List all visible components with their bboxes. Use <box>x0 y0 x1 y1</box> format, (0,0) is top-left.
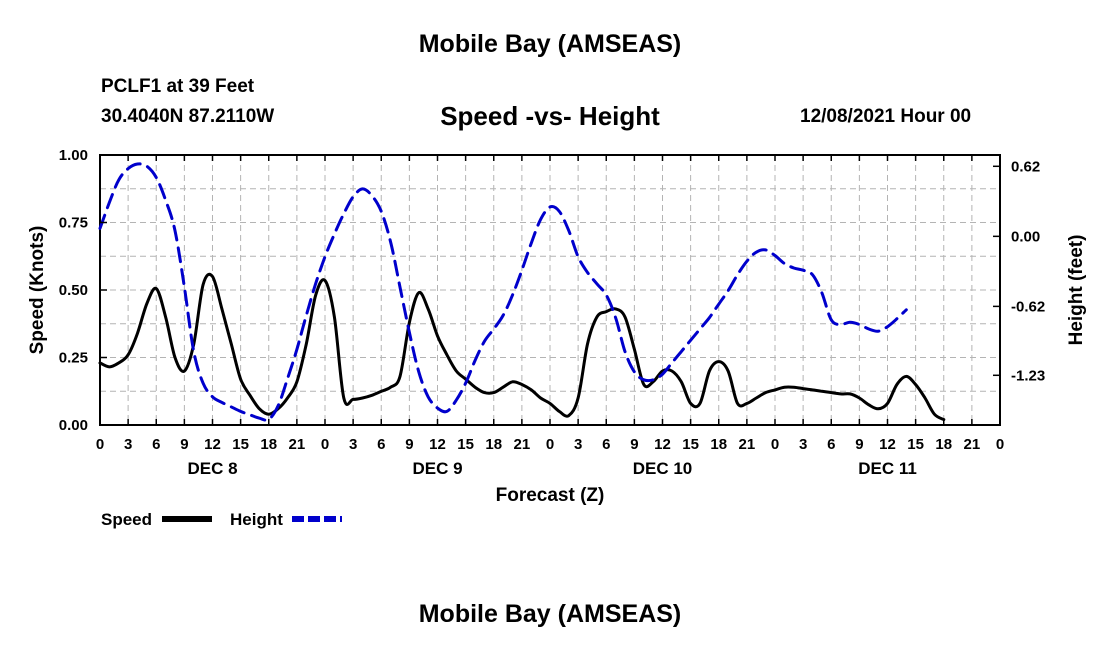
y-axis-title: Speed (Knots) <box>27 226 48 355</box>
x-tick-label: 18 <box>260 436 277 453</box>
x-tick-label: 15 <box>907 436 924 453</box>
x-tick-label: 0 <box>321 436 329 453</box>
y2-tick-label: 0.00 <box>1011 228 1040 245</box>
x-tick-label: 6 <box>827 436 835 453</box>
x-tick-label: 21 <box>739 436 756 453</box>
x-tick-label: 6 <box>602 436 610 453</box>
day-label: DEC 11 <box>858 459 917 478</box>
x-tick-label: 9 <box>405 436 413 453</box>
main-title: Mobile Bay (AMSEAS) <box>418 30 682 58</box>
x-tick-label: 0 <box>546 436 554 453</box>
chart-axes: 0 3 6 9 12 15 18 21 0 3 6 9 12 15 18 21 0 3 6 9 12 15 18 21 0 3 6 9… <box>59 147 1045 478</box>
day-label: DEC 10 <box>633 459 693 478</box>
x-axis-title: Forecast (Z) <box>496 485 605 506</box>
y-tick-label: 1.00 <box>59 147 88 164</box>
x-tick-label: 18 <box>485 436 502 453</box>
chart-subtitle: Speed -vs- Height <box>440 101 660 131</box>
forecast-datetime: 12/08/2021 Hour 00 <box>800 106 972 127</box>
x-tick-label: 12 <box>429 436 446 453</box>
station-label: PCLF1 at 39 Feet <box>101 76 255 97</box>
chart-grid <box>100 155 1000 425</box>
height-line <box>98 162 908 422</box>
legend-label-speed: Speed <box>101 510 152 529</box>
chart-series <box>98 162 946 422</box>
coordinates-label: 30.4040N 87.2110W <box>101 106 275 127</box>
x-tick-label: 9 <box>855 436 863 453</box>
y-tick-label: 0.00 <box>59 417 88 434</box>
x-tick-label: 3 <box>349 436 357 453</box>
x-tick-label: 9 <box>180 436 188 453</box>
day-label: DEC 8 <box>187 459 237 478</box>
x-tick-label: 15 <box>457 436 474 453</box>
speed-line <box>98 272 946 422</box>
x-tick-label: 21 <box>289 436 306 453</box>
y2-tick-label: 0.62 <box>1011 158 1040 175</box>
x-tick-label: 18 <box>935 436 952 453</box>
legend-label-height: Height <box>230 510 283 529</box>
x-tick-label: 6 <box>377 436 385 453</box>
y-tick-label: 0.50 <box>59 282 88 299</box>
day-label: DEC 9 <box>412 459 462 478</box>
x-tick-label: 3 <box>799 436 807 453</box>
x-tick-label: 9 <box>630 436 638 453</box>
footer-title: Mobile Bay (AMSEAS) <box>418 600 682 628</box>
x-tick-label: 15 <box>682 436 699 453</box>
x-tick-label: 12 <box>654 436 671 453</box>
x-tick-label: 18 <box>710 436 727 453</box>
y2-tick-label: -0.62 <box>1011 298 1045 315</box>
x-tick-label: 12 <box>204 436 221 453</box>
y-tick-label: 0.75 <box>59 215 88 232</box>
x-tick-label: 0 <box>96 436 104 453</box>
y2-tick-label: -1.23 <box>1011 367 1045 384</box>
x-tick-label: 0 <box>996 436 1004 453</box>
x-tick-label: 6 <box>152 436 160 453</box>
x-tick-label: 3 <box>574 436 582 453</box>
x-tick-label: 12 <box>879 436 896 453</box>
x-tick-label: 0 <box>771 436 779 453</box>
y-tick-label: 0.25 <box>59 350 88 367</box>
chart-legend: Speed Height <box>101 510 342 529</box>
x-tick-label: 3 <box>124 436 132 453</box>
x-tick-label: 15 <box>232 436 249 453</box>
y2-axis-title: Height (feet) <box>1066 235 1087 346</box>
x-tick-label: 21 <box>514 436 531 453</box>
x-tick-label: 21 <box>964 436 981 453</box>
